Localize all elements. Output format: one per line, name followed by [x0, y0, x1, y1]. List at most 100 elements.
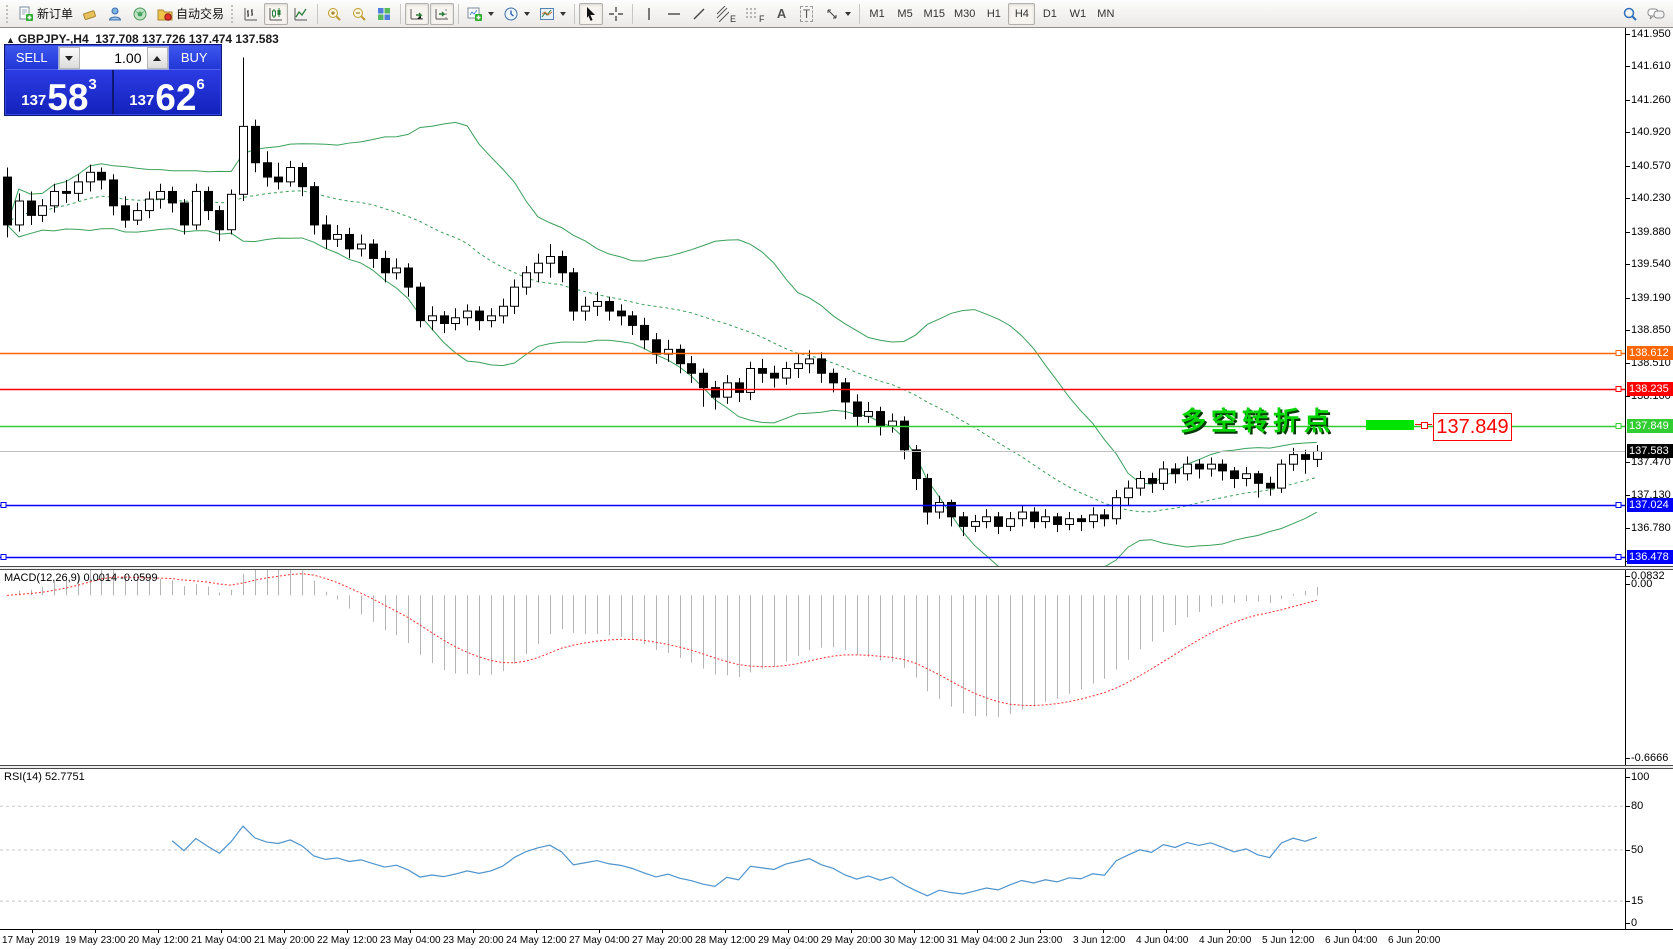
toolbar-separator — [400, 3, 402, 24]
timeframe-h4[interactable]: H4 — [1008, 2, 1036, 25]
auto-trading-button[interactable]: 自动交易 — [153, 3, 228, 25]
pane-splitter[interactable] — [0, 566, 1673, 570]
connection-icon — [133, 7, 147, 20]
price-axis-tick — [1626, 132, 1630, 134]
periods-button[interactable] — [499, 3, 534, 25]
annotation-anchor-handle[interactable] — [1421, 422, 1428, 429]
zoom-in-button[interactable] — [322, 3, 346, 25]
candle-bull — [581, 305, 590, 312]
vertical-line-tool-button[interactable] — [637, 3, 661, 25]
toolbar-grip[interactable] — [231, 4, 236, 23]
sell-price-sup: 3 — [88, 76, 97, 93]
cursor-tool-button[interactable] — [579, 2, 604, 25]
channel-tool-button[interactable]: E — [712, 3, 740, 25]
timeframe-h1[interactable]: H1 — [986, 7, 1001, 20]
chart-shift-button[interactable] — [430, 2, 455, 25]
volume-spinner — [57, 46, 169, 70]
time-axis-tick — [32, 930, 33, 933]
new-order-button[interactable]: 新订单 — [14, 3, 77, 25]
candle-bull — [451, 317, 460, 325]
candle-bear — [440, 315, 449, 325]
buy-button[interactable]: BUY — [168, 46, 220, 70]
search-button[interactable] — [1618, 3, 1642, 25]
candle-bull — [192, 190, 201, 226]
candle-bear — [298, 167, 307, 188]
time-axis-tick — [1418, 930, 1419, 933]
candle-bull — [227, 193, 236, 231]
candle-bear — [274, 176, 283, 183]
candle-bear — [841, 382, 850, 403]
sell-button[interactable]: SELL — [6, 46, 58, 70]
timeframe-m30[interactable]: M30 — [953, 7, 976, 20]
candle-bull — [86, 171, 95, 183]
candle-bear — [1053, 516, 1062, 525]
timeframe-m15[interactable]: M15 — [923, 7, 945, 20]
candle-bull — [1159, 468, 1168, 484]
arrows-tool-button[interactable] — [820, 3, 855, 25]
rsi-axis-tick — [1626, 777, 1630, 779]
time-axis-tick — [536, 930, 537, 933]
time-axis-label: 21 May 04:00 — [191, 935, 252, 946]
timeframe-w1[interactable]: W1 — [1069, 7, 1087, 20]
volume-increase-button[interactable] — [146, 47, 168, 69]
rsi-axis-tick — [1626, 923, 1630, 924]
panel-collapse-icon[interactable]: ▲ — [6, 35, 15, 45]
eraser-button[interactable] — [78, 3, 102, 25]
time-axis[interactable]: 17 May 2019 19 May 23:00 20 May 12:00 21 Ma… — [0, 929, 1673, 949]
timeframe-m5[interactable]: M5 — [897, 7, 913, 20]
candle-bear — [900, 420, 909, 451]
rsi-label: RSI(14) 52.7751 — [4, 771, 85, 783]
annotation-highlight-bar[interactable] — [1366, 420, 1414, 430]
timeframe-d1[interactable]: D1 — [1042, 7, 1057, 20]
bar-chart-mode-button[interactable] — [239, 3, 263, 25]
candle-bull — [1207, 463, 1216, 470]
candle-bull — [50, 190, 59, 207]
macd-axis-label: 0.00 — [1631, 578, 1653, 590]
candle-bull — [971, 521, 980, 527]
toolbar-grip[interactable] — [6, 4, 11, 23]
fibonacci-tool-button[interactable]: F — [741, 3, 769, 25]
label-tool-button[interactable]: T — [795, 3, 819, 25]
price-badge: 138.612 — [1627, 345, 1673, 360]
timeframe-mn[interactable]: MN — [1097, 7, 1115, 20]
zoom-out-button[interactable] — [347, 3, 371, 25]
text-tool-button[interactable]: A — [770, 3, 794, 25]
price-chart-canvas[interactable] — [0, 28, 1673, 566]
candle-bull — [1124, 487, 1133, 499]
chat-button[interactable] — [1643, 3, 1669, 25]
horizontal-line-tool-button[interactable] — [662, 3, 686, 25]
auto-scroll-button[interactable] — [405, 2, 430, 25]
price-axis-label: 138.850 — [1631, 324, 1671, 337]
candle-bear — [475, 310, 484, 322]
candle-bull — [499, 305, 508, 317]
candle-bear — [569, 272, 578, 312]
new-order-label: 新订单 — [37, 7, 74, 21]
toolbar-separator — [574, 3, 576, 24]
profile-button[interactable] — [103, 3, 127, 25]
templates-button[interactable] — [535, 3, 570, 25]
annotation-price-label[interactable]: 137.849 — [1433, 413, 1512, 441]
candle-bull — [935, 501, 944, 513]
buy-price[interactable]: 137 62 6 — [112, 70, 220, 118]
annotation-text[interactable]: 多空转折点 — [1180, 406, 1336, 436]
candle-bear — [27, 200, 36, 216]
timeframe-m1[interactable]: M1 — [869, 7, 885, 20]
candlestick-mode-button[interactable] — [264, 2, 289, 25]
sell-price[interactable]: 137 58 3 — [6, 70, 112, 116]
pane-splitter[interactable] — [0, 765, 1673, 769]
price-axis-tick — [1626, 494, 1630, 496]
buy-price-big: 62 — [155, 76, 197, 118]
connection-button[interactable] — [128, 3, 152, 25]
rsi-axis-label: 50 — [1631, 844, 1644, 857]
candle-bull — [546, 256, 555, 264]
tile-windows-button[interactable] — [372, 3, 396, 25]
trendline-tool-button[interactable] — [687, 3, 711, 25]
price-badge: 136.478 — [1627, 550, 1673, 565]
candle-bull — [1277, 463, 1286, 489]
candle-bull — [1242, 473, 1251, 480]
line-chart-mode-button[interactable] — [289, 3, 313, 25]
volume-input[interactable] — [79, 47, 147, 69]
crosshair-tool-button[interactable] — [604, 3, 628, 25]
indicators-button[interactable] — [463, 3, 498, 25]
volume-decrease-button[interactable] — [58, 47, 80, 69]
